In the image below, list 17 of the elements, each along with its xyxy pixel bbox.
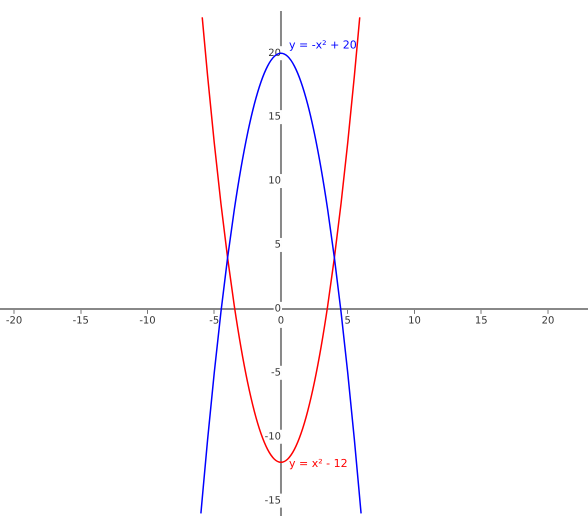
x-tick-label: -20 [6,315,22,326]
x-tick-label: 10 [408,315,421,326]
x-tick-label: -10 [139,315,156,326]
series-label: y = x² - 12 [288,457,348,470]
y-tick-label: 15 [268,112,281,123]
y-tick-label: 10 [268,176,281,187]
y-tick-label: 0 [274,303,281,314]
x-tick-label: -15 [72,315,89,326]
x-tick-label: -5 [209,315,220,326]
y-tick-label: 5 [274,240,281,251]
series-label: y = -x² + 20 [288,38,357,52]
y-tick-label: -10 [264,431,281,442]
x-tick-label: 5 [344,315,351,326]
x-tick-label: 15 [474,315,488,326]
y-tick-label: -15 [264,495,281,506]
y-tick-label: -5 [271,367,281,378]
x-tick-label: 20 [542,315,554,326]
